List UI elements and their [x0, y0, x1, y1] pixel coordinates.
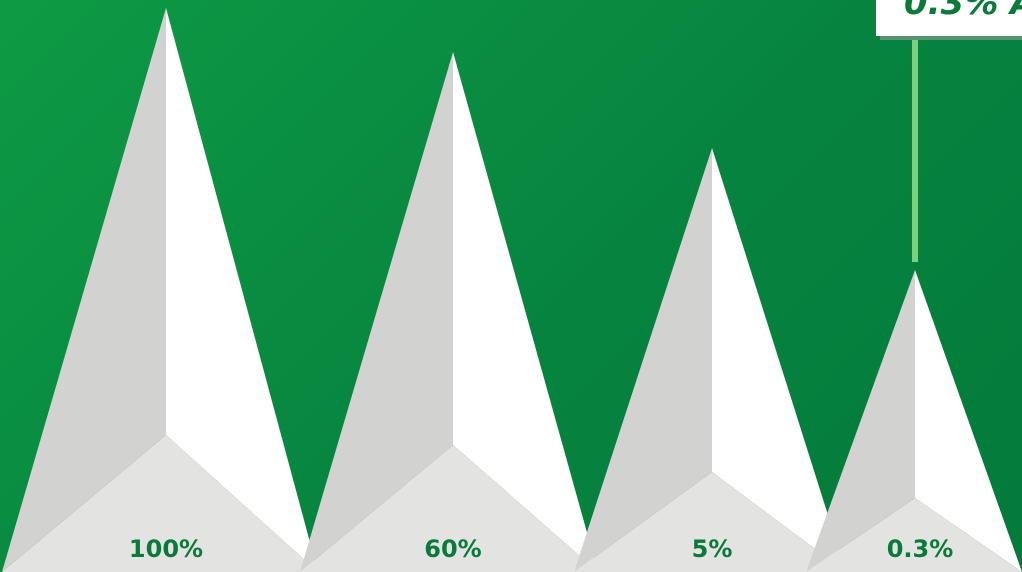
- peak-shadow-face: [2, 8, 166, 572]
- peak-base-face: [300, 445, 598, 572]
- peak-light-face: [915, 270, 1022, 572]
- peak-base-face: [2, 435, 318, 572]
- peak-shadow-face: [300, 52, 453, 572]
- peak-bar: [574, 148, 846, 572]
- data-labels-group: 100% 60% 5% 0.3%: [129, 535, 953, 563]
- peak-base-face: [806, 498, 1022, 572]
- callout-box: [876, 0, 1022, 36]
- peak-light-face: [453, 52, 598, 572]
- data-label: 100%: [129, 535, 203, 563]
- peak-base-face: [574, 472, 846, 572]
- peak-bar: [300, 52, 598, 572]
- data-label: 0.3%: [887, 535, 954, 563]
- peak-light-face: [166, 8, 318, 572]
- peak-light-face: [712, 148, 846, 572]
- peaks-group: [2, 8, 1022, 572]
- peak-bar: [806, 270, 1022, 572]
- peak-shadow-face: [574, 148, 712, 572]
- peak-bar: [2, 8, 318, 572]
- data-label: 5%: [692, 535, 733, 563]
- peak-shadow-face: [806, 270, 915, 572]
- callout-text: 0.3% A: [904, 0, 1022, 23]
- data-label: 60%: [424, 535, 481, 563]
